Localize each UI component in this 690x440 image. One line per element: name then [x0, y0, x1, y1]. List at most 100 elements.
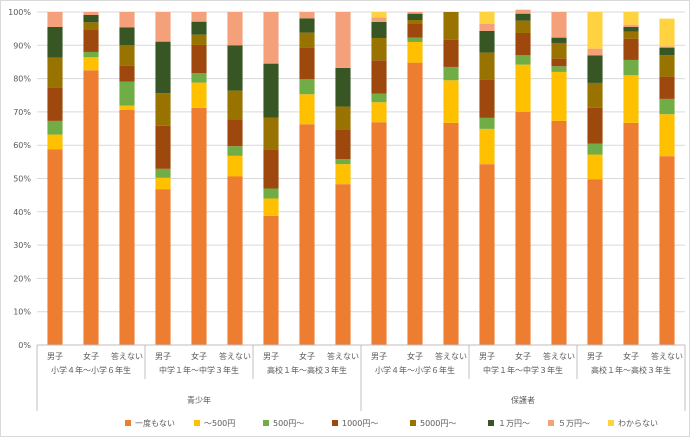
bar-segment-5	[299, 32, 315, 48]
bar-segment-2	[371, 102, 387, 123]
bar-segment-4	[83, 29, 99, 52]
bar-segment-2	[299, 94, 315, 125]
bar-segment-1	[47, 149, 63, 345]
x-tick-label: 答えない	[651, 351, 683, 361]
bar-segment-4	[587, 107, 603, 144]
bar-segment-5	[263, 117, 279, 150]
y-tick-label: 100%	[8, 8, 31, 17]
bar-segment-6	[623, 26, 639, 32]
bar-segment-7	[335, 12, 351, 68]
y-tick-label: 30%	[13, 241, 31, 250]
x-tick-label: 答えない	[111, 351, 143, 361]
legend-swatch-1	[125, 420, 131, 426]
bar-segment-2	[443, 80, 459, 123]
bar-segment-4	[551, 58, 567, 67]
legend-swatch-7	[548, 420, 554, 426]
bar-segment-6	[479, 30, 495, 53]
bar-segment-5	[587, 82, 603, 108]
bar-segment-3	[371, 93, 387, 103]
legend-swatch-5	[410, 420, 416, 426]
group-label: 青少年	[187, 395, 211, 405]
bar-segment-5	[227, 90, 243, 120]
bar-segment-7	[551, 12, 567, 38]
bar-segment-7	[47, 12, 63, 27]
bar-segment-4	[47, 87, 63, 121]
bar-segment-2	[47, 134, 63, 150]
bar-segment-8	[587, 12, 603, 49]
group-label: 保護者	[511, 395, 535, 405]
y-tick-label: 90%	[13, 41, 31, 50]
bar-segment-7	[191, 12, 207, 22]
legend-swatch-6	[488, 420, 494, 426]
legend-label: わからない	[618, 419, 658, 428]
bar-segment-6	[263, 63, 279, 118]
bar-segment-1	[443, 122, 459, 345]
bar-segment-2	[587, 154, 603, 180]
bar-segment-5	[479, 52, 495, 80]
legend-swatch-2	[194, 420, 200, 426]
bar-segment-3	[659, 98, 675, 115]
bar-segment-6	[299, 18, 315, 33]
bar-segment-4	[263, 149, 279, 189]
bar-segment-3	[407, 37, 423, 42]
x-tick-label: 女子	[623, 351, 639, 361]
bar-segment-5	[83, 22, 99, 30]
x-tick-label: 男子	[47, 352, 63, 361]
subgroup-label: 小学４年〜小学６年生	[375, 365, 455, 375]
bar-segment-3	[227, 146, 243, 156]
bar-segment-3	[119, 81, 135, 106]
legend-label: 1000円〜	[342, 419, 378, 428]
bar-segment-3	[299, 79, 315, 95]
bar-segment-6	[407, 13, 423, 20]
x-tick-label: 答えない	[327, 351, 359, 361]
bar-segment-6	[551, 37, 567, 43]
bar-segment-3	[263, 188, 279, 199]
bar-segment-3	[155, 168, 171, 178]
bar-segment-3	[443, 66, 459, 81]
bar-segment-1	[155, 189, 171, 345]
bar-segment-5	[191, 34, 207, 45]
bar-segment-3	[47, 120, 63, 135]
bar-segment-6	[515, 13, 531, 21]
x-tick-label: 女子	[407, 351, 423, 361]
x-tick-label: 女子	[83, 351, 99, 361]
bar-segment-7	[587, 48, 603, 56]
bar-segment-5	[623, 31, 639, 39]
bar-segment-6	[659, 47, 675, 56]
bar-segment-4	[443, 39, 459, 67]
bar-segment-4	[299, 47, 315, 80]
bar-segment-7	[407, 12, 423, 14]
subgroup-label: 高校１年〜高校３年生	[591, 365, 671, 375]
bar-segment-4	[479, 79, 495, 118]
bar-segment-2	[263, 198, 279, 216]
legend-swatch-3	[263, 420, 269, 426]
bar-segment-7	[371, 17, 387, 22]
bar-segment-7	[155, 12, 171, 42]
bar-segment-8	[659, 18, 675, 47]
y-tick-label: 20%	[13, 274, 31, 283]
y-tick-label: 80%	[13, 75, 31, 84]
subgroup-label: 中学１年〜中学３年生	[483, 365, 563, 375]
bar-segment-1	[659, 156, 675, 345]
bar-segment-6	[83, 14, 99, 23]
bar-segment-2	[227, 155, 243, 177]
bar-segment-5	[47, 57, 63, 88]
bar-segment-5	[335, 106, 351, 130]
x-tick-label: 女子	[191, 351, 207, 361]
x-tick-label: 女子	[299, 351, 315, 361]
bar-segment-6	[335, 67, 351, 107]
bar-segment-6	[191, 21, 207, 35]
bar-segment-1	[227, 176, 243, 345]
subgroup-label: 中学１年〜中学３年生	[159, 365, 239, 375]
bar-segment-6	[155, 41, 171, 94]
x-tick-label: 男子	[587, 352, 603, 361]
bar-segment-6	[587, 55, 603, 83]
bar-segment-5	[551, 42, 567, 59]
x-tick-label: 女子	[515, 351, 531, 361]
bar-segment-2	[623, 75, 639, 123]
bar-segment-3	[515, 55, 531, 65]
legend-label: 500円〜	[273, 419, 304, 428]
bar-segment-2	[551, 71, 567, 121]
bar-segment-7	[83, 12, 99, 15]
